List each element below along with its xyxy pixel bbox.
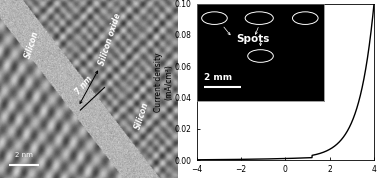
Text: Silicon: Silicon [23, 30, 41, 59]
Text: Silicon: Silicon [133, 101, 151, 131]
Text: 7 nm: 7 nm [73, 74, 94, 96]
Y-axis label: Current density
(mA/cm²): Current density (mA/cm²) [154, 52, 173, 112]
Text: 2 nm: 2 nm [15, 152, 33, 158]
Text: Silicon oxide: Silicon oxide [98, 12, 123, 67]
